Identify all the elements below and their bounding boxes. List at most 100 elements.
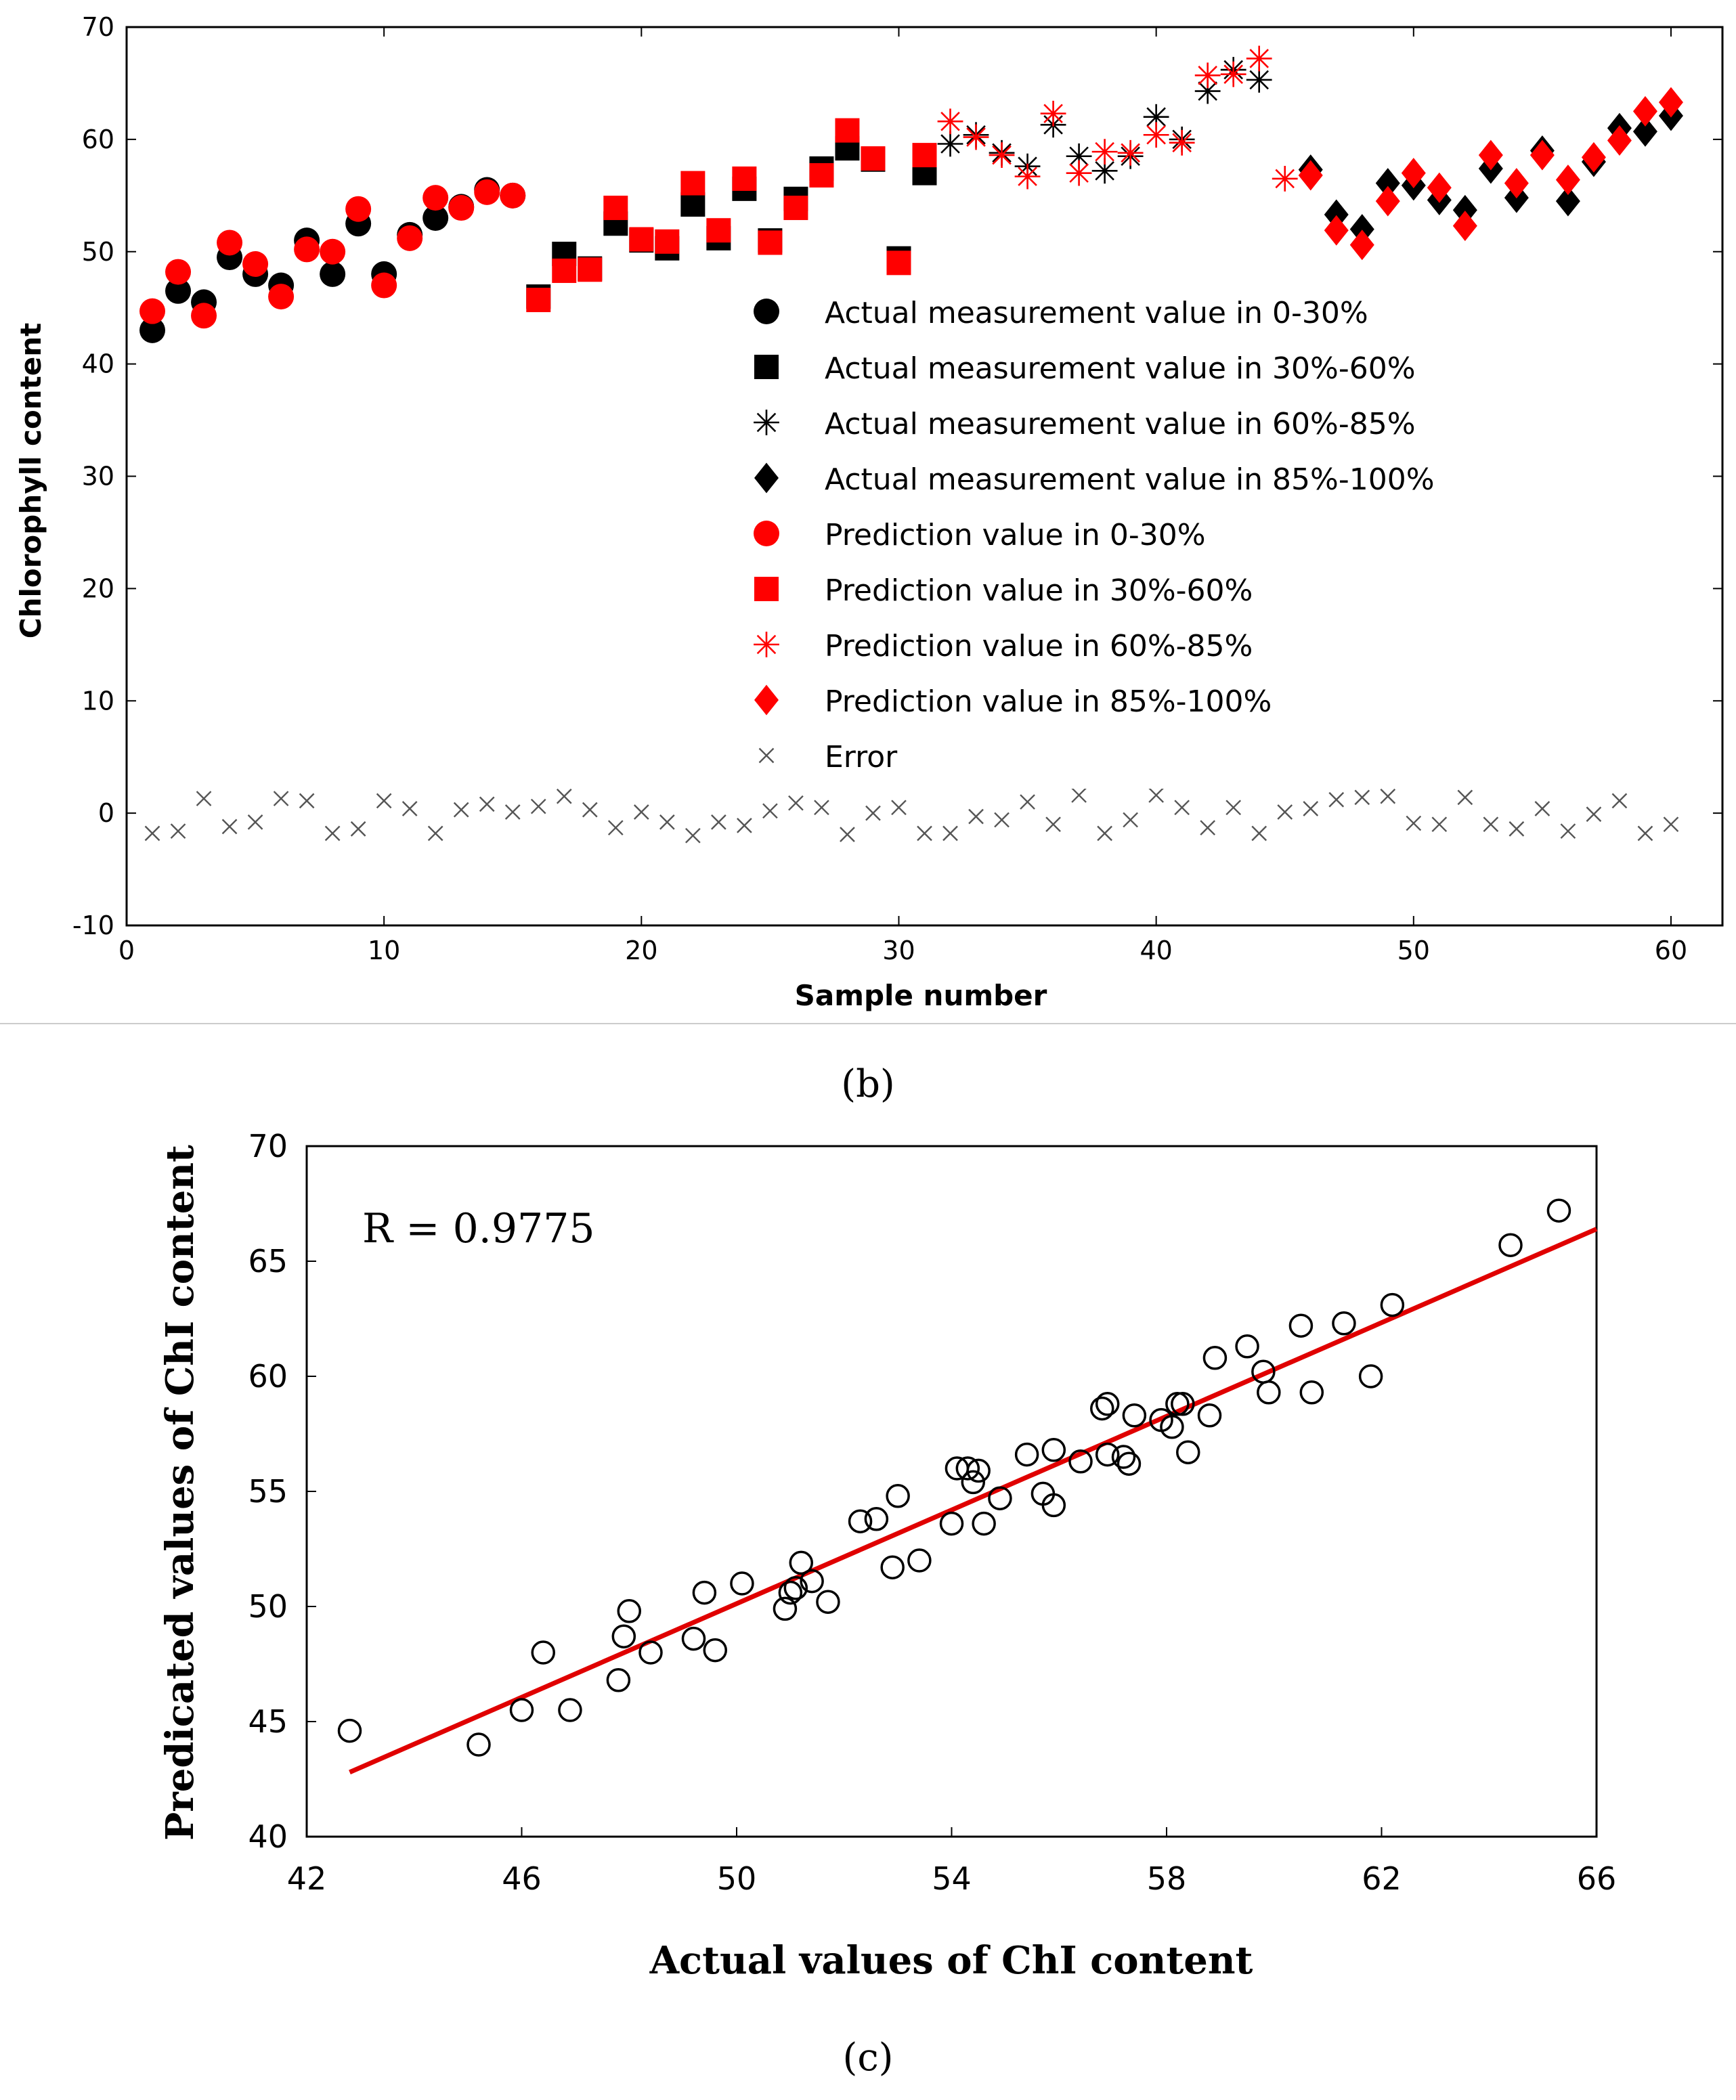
chart-b-point-star: [1246, 45, 1272, 72]
chart-b-point-x: [607, 820, 624, 836]
legend-label: Actual measurement value in 0-30%: [825, 296, 1368, 330]
chart-c-point: [1197, 1403, 1222, 1428]
chart-c-point: [1160, 1415, 1184, 1439]
chart-b-point-x: [556, 788, 572, 804]
chart-b-point-x: [1406, 815, 1422, 831]
chart-b-point-x: [1174, 800, 1190, 816]
chart-b-point-square: [629, 227, 654, 252]
chart-b-point-x: [865, 805, 881, 821]
chart-c-x-tick-label: 66: [1577, 1860, 1617, 1897]
chart-b-point-diamond: [1452, 194, 1477, 225]
chart-b-point-star: [963, 124, 989, 150]
chart-b-point-square: [655, 229, 680, 254]
chart-c-point: [1288, 1313, 1314, 1338]
chart-b-point-x: [711, 814, 726, 830]
chart-b-point-square: [706, 218, 731, 243]
chart-b-point-circle: [268, 284, 295, 310]
chart-c-point: [1235, 1334, 1259, 1359]
chart-c-x-tick-label: 62: [1362, 1860, 1402, 1897]
chart-b-point-diamond: [1504, 168, 1529, 199]
chart-b-x-tick-label: 50: [1397, 936, 1430, 965]
chart-b-point-x: [530, 798, 546, 814]
chart-c-point: [1116, 1451, 1142, 1476]
chart-b-point-x: [1045, 816, 1061, 833]
chart-b-point-x: [427, 825, 443, 841]
legend-marker-star: [754, 410, 779, 435]
chart-b-point-diamond: [1349, 214, 1374, 245]
chart-b-x-tick-label: 0: [118, 936, 135, 965]
chart-b-point-x: [273, 791, 289, 806]
chart-c-r-annotation: R = 0.9775: [362, 1205, 595, 1252]
chart-b-x-tick-label: 30: [882, 936, 915, 965]
chart-b-point-x: [1637, 825, 1653, 841]
panel-label-c: (c): [842, 2036, 893, 2080]
chart-c-point: [1358, 1364, 1383, 1388]
chart-b-y-tick-label: 30: [82, 462, 114, 491]
chart-b-point-diamond: [1298, 160, 1323, 191]
chart-c-point: [638, 1640, 663, 1665]
chart-b-point-diamond: [1581, 141, 1606, 173]
chart-b-point-x: [942, 825, 958, 841]
chart-c-point: [966, 1458, 991, 1483]
chart-b-point-circle: [139, 317, 166, 343]
chart-c-point: [955, 1456, 980, 1481]
chart-c-point: [800, 1569, 824, 1594]
chart-b-point-star: [1246, 67, 1272, 93]
chart-b-point-x: [1380, 788, 1396, 804]
chart-b-point-x: [994, 812, 1010, 828]
panel-label-b: (b): [841, 1062, 895, 1106]
chart-b-point-x: [221, 818, 238, 835]
chart-c-point: [337, 1718, 362, 1743]
chart-c-point: [972, 1511, 996, 1536]
chart-c-point: [681, 1626, 706, 1651]
chart-c-point: [816, 1590, 840, 1614]
chart-c-point: [1122, 1403, 1147, 1428]
chart-b-point-diamond: [1555, 185, 1580, 217]
chart-c-y-tick-label: 60: [248, 1358, 288, 1395]
chart-b-point-square: [680, 192, 706, 217]
chart-b-point-x: [582, 802, 598, 818]
chart-b-point-x: [479, 796, 495, 812]
chart-b-point-x: [402, 801, 418, 816]
chart-c-point: [1171, 1392, 1195, 1416]
chart-b-point-square: [680, 171, 706, 196]
chart-b-point-circle: [345, 196, 372, 222]
chart-c-point: [1380, 1292, 1405, 1317]
chart-b-point-circle: [320, 261, 346, 287]
chart-b-y-tick-label: 10: [82, 686, 114, 716]
chart-c-y-tick-label: 55: [248, 1473, 288, 1510]
legend-label: Prediction value in 60%-85%: [825, 629, 1253, 663]
chart-b-point-x: [788, 795, 804, 811]
chart-b-point-x: [324, 825, 341, 841]
chart-b-point-diamond: [1324, 199, 1349, 230]
chart-c-point: [783, 1576, 808, 1600]
chart-b-point-diamond: [1427, 172, 1452, 203]
chart-b-point-x: [968, 808, 984, 825]
chart-c-point: [531, 1640, 555, 1665]
chart-c-point: [509, 1698, 534, 1722]
chart-b-point-x: [659, 814, 675, 830]
chart-b-point-star: [1169, 129, 1195, 156]
chart-b-point-diamond: [1349, 229, 1374, 261]
chart-b-point-circle: [371, 272, 397, 299]
chart-b-point-x: [1277, 804, 1293, 820]
chart-c-point: [773, 1596, 798, 1621]
chart-b-point-circle: [191, 303, 217, 329]
chart-b-point-x: [299, 793, 315, 809]
legend-marker-star: [754, 632, 779, 657]
chart-c-y-tick-label: 70: [248, 1128, 288, 1164]
chart-b-point-x: [1560, 823, 1576, 839]
chart-b-point-x: [1457, 789, 1473, 806]
chart-c-y-tick-label: 50: [248, 1588, 288, 1625]
chart-b-point-square: [886, 250, 911, 276]
chart-b-y-tick-label: -10: [72, 911, 114, 940]
chart-c-point: [606, 1668, 631, 1692]
chart-b-point-star: [989, 142, 1015, 168]
chart-b-point-x: [1431, 816, 1448, 833]
chart-b-point-square: [526, 288, 551, 313]
chart-b-point-x: [1148, 787, 1164, 803]
chart-c-point: [789, 1550, 813, 1575]
legend-label: Actual measurement value in 30%-60%: [825, 351, 1416, 386]
chart-b-point-circle: [139, 298, 166, 324]
